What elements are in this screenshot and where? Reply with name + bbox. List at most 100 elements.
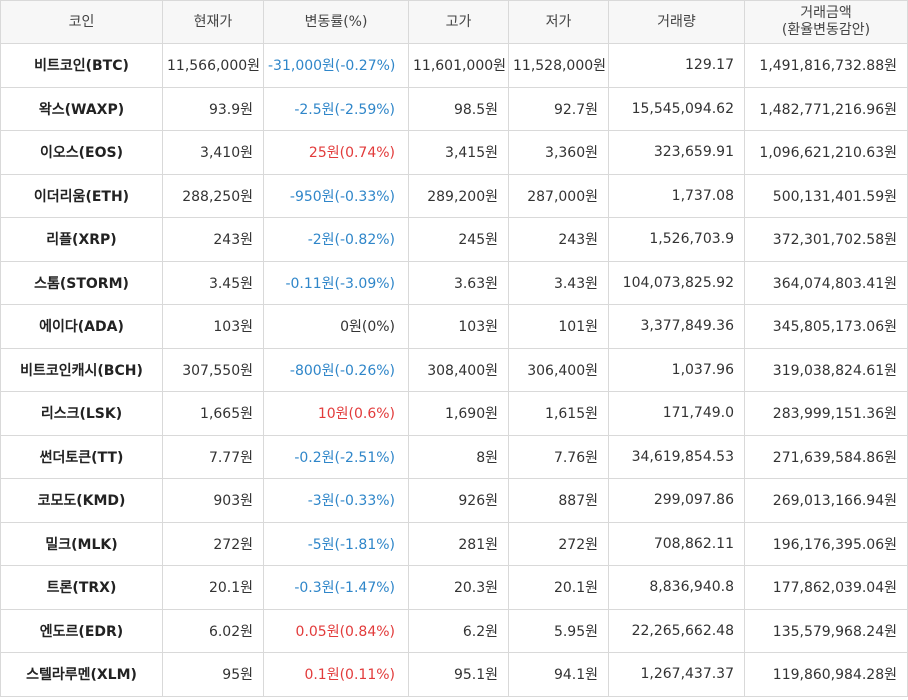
high-cell: 281원: [408, 521, 509, 566]
table-row: 이오스(EOS) 3,410원 25원(0.74%) 3,415원 3,360원 323,…: [0, 130, 908, 175]
change-cell: -2원(-0.82%): [263, 217, 409, 262]
low-cell: 101원: [508, 304, 609, 349]
price-cell: 307,550원: [162, 347, 264, 392]
volume-cell: 171,749.0: [608, 391, 745, 436]
price-cell: 6.02원: [162, 608, 264, 653]
coin-name-cell: 코모도(KMD): [0, 478, 163, 523]
price-cell: 288,250원: [162, 173, 264, 218]
coin-name-cell: 리플(XRP): [0, 217, 163, 262]
change-cell: 0.1원(0.11%): [263, 652, 409, 697]
coin-name-cell: 스톰(STORM): [0, 260, 163, 305]
amount-cell: 271,639,584.86원: [744, 434, 908, 479]
high-cell: 308,400원: [408, 347, 509, 392]
high-cell: 8원: [408, 434, 509, 479]
change-cell: -0.11원(-3.09%): [263, 260, 409, 305]
volume-cell: 34,619,854.53: [608, 434, 745, 479]
amount-cell: 196,176,395.06원: [744, 521, 908, 566]
high-cell: 926원: [408, 478, 509, 523]
high-cell: 3,415원: [408, 130, 509, 175]
high-cell: 1,690원: [408, 391, 509, 436]
coin-name-cell: 리스크(LSK): [0, 391, 163, 436]
price-cell: 903원: [162, 478, 264, 523]
amount-cell: 269,013,166.94원: [744, 478, 908, 523]
table-row: 리플(XRP) 243원 -2원(-0.82%) 245원 243원 1,526,703.…: [0, 217, 908, 262]
header-row: 코인 현재가 변동률(%) 고가 저가 거래량 거래금액 (환율변동감안): [0, 0, 908, 44]
amount-cell: 500,131,401.59원: [744, 173, 908, 218]
price-cell: 93.9원: [162, 86, 264, 131]
low-cell: 94.1원: [508, 652, 609, 697]
price-cell: 11,566,000원: [162, 43, 264, 88]
header-coin: 코인: [0, 0, 163, 44]
price-cell: 1,665원: [162, 391, 264, 436]
header-price: 현재가: [162, 0, 264, 44]
price-cell: 3.45원: [162, 260, 264, 305]
price-cell: 272원: [162, 521, 264, 566]
low-cell: 3,360원: [508, 130, 609, 175]
price-cell: 20.1원: [162, 565, 264, 610]
change-cell: 25원(0.74%): [263, 130, 409, 175]
volume-cell: 1,037.96: [608, 347, 745, 392]
amount-cell: 119,860,984.28원: [744, 652, 908, 697]
table-row: 썬더토큰(TT) 7.77원 -0.2원(-2.51%) 8원 7.76원 34,619,…: [0, 434, 908, 479]
volume-cell: 15,545,094.62: [608, 86, 745, 131]
table-row: 왁스(WAXP) 93.9원 -2.5원(-2.59%) 98.5원 92.7원 15,5…: [0, 86, 908, 131]
change-cell: -5원(-1.81%): [263, 521, 409, 566]
header-volume: 거래량: [608, 0, 745, 44]
header-high: 고가: [408, 0, 509, 44]
volume-cell: 1,737.08: [608, 173, 745, 218]
amount-cell: 1,491,816,732.88원: [744, 43, 908, 88]
low-cell: 92.7원: [508, 86, 609, 131]
high-cell: 95.1원: [408, 652, 509, 697]
volume-cell: 1,526,703.9: [608, 217, 745, 262]
header-low: 저가: [508, 0, 609, 44]
coin-name-cell: 왁스(WAXP): [0, 86, 163, 131]
coin-name-cell: 비트코인캐시(BCH): [0, 347, 163, 392]
change-cell: -0.2원(-2.51%): [263, 434, 409, 479]
header-amount-line2: (환율변동감안): [781, 22, 871, 38]
low-cell: 287,000원: [508, 173, 609, 218]
change-cell: -31,000원(-0.27%): [263, 43, 409, 88]
table-row: 에이다(ADA) 103원 0원(0%) 103원 101원 3,377,849.36 34…: [0, 304, 908, 349]
low-cell: 5.95원: [508, 608, 609, 653]
volume-cell: 1,267,437.37: [608, 652, 745, 697]
volume-cell: 104,073,825.92: [608, 260, 745, 305]
change-cell: -2.5원(-2.59%): [263, 86, 409, 131]
amount-cell: 1,096,621,210.63원: [744, 130, 908, 175]
table-row: 스톰(STORM) 3.45원 -0.11원(-3.09%) 3.63원 3.43원 10…: [0, 260, 908, 305]
table-row: 엔도르(EDR) 6.02원 0.05원(0.84%) 6.2원 5.95원 22,265…: [0, 608, 908, 653]
amount-cell: 364,074,803.41원: [744, 260, 908, 305]
high-cell: 289,200원: [408, 173, 509, 218]
coin-name-cell: 이더리움(ETH): [0, 173, 163, 218]
volume-cell: 299,097.86: [608, 478, 745, 523]
price-cell: 243원: [162, 217, 264, 262]
price-cell: 103원: [162, 304, 264, 349]
high-cell: 6.2원: [408, 608, 509, 653]
price-cell: 95원: [162, 652, 264, 697]
low-cell: 1,615원: [508, 391, 609, 436]
high-cell: 11,601,000원: [408, 43, 509, 88]
volume-cell: 22,265,662.48: [608, 608, 745, 653]
change-cell: -0.3원(-1.47%): [263, 565, 409, 610]
table-row: 밀크(MLK) 272원 -5원(-1.81%) 281원 272원 708,862.11…: [0, 521, 908, 566]
change-cell: -950원(-0.33%): [263, 173, 409, 218]
volume-cell: 129.17: [608, 43, 745, 88]
low-cell: 20.1원: [508, 565, 609, 610]
header-change: 변동률(%): [263, 0, 409, 44]
coin-name-cell: 밀크(MLK): [0, 521, 163, 566]
amount-cell: 177,862,039.04원: [744, 565, 908, 610]
amount-cell: 135,579,968.24원: [744, 608, 908, 653]
change-cell: -3원(-0.33%): [263, 478, 409, 523]
amount-cell: 1,482,771,216.96원: [744, 86, 908, 131]
change-cell: 0원(0%): [263, 304, 409, 349]
change-cell: 10원(0.6%): [263, 391, 409, 436]
low-cell: 306,400원: [508, 347, 609, 392]
coin-name-cell: 엔도르(EDR): [0, 608, 163, 653]
table-row: 스텔라루멘(XLM) 95원 0.1원(0.11%) 95.1원 94.1원 1,267,…: [0, 652, 908, 697]
price-cell: 7.77원: [162, 434, 264, 479]
coin-name-cell: 스텔라루멘(XLM): [0, 652, 163, 697]
table-row: 이더리움(ETH) 288,250원 -950원(-0.33%) 289,200원 28…: [0, 173, 908, 218]
header-amount: 거래금액 (환율변동감안): [744, 0, 908, 44]
low-cell: 11,528,000원: [508, 43, 609, 88]
high-cell: 20.3원: [408, 565, 509, 610]
table-row: 트론(TRX) 20.1원 -0.3원(-1.47%) 20.3원 20.1원 8,836…: [0, 565, 908, 610]
